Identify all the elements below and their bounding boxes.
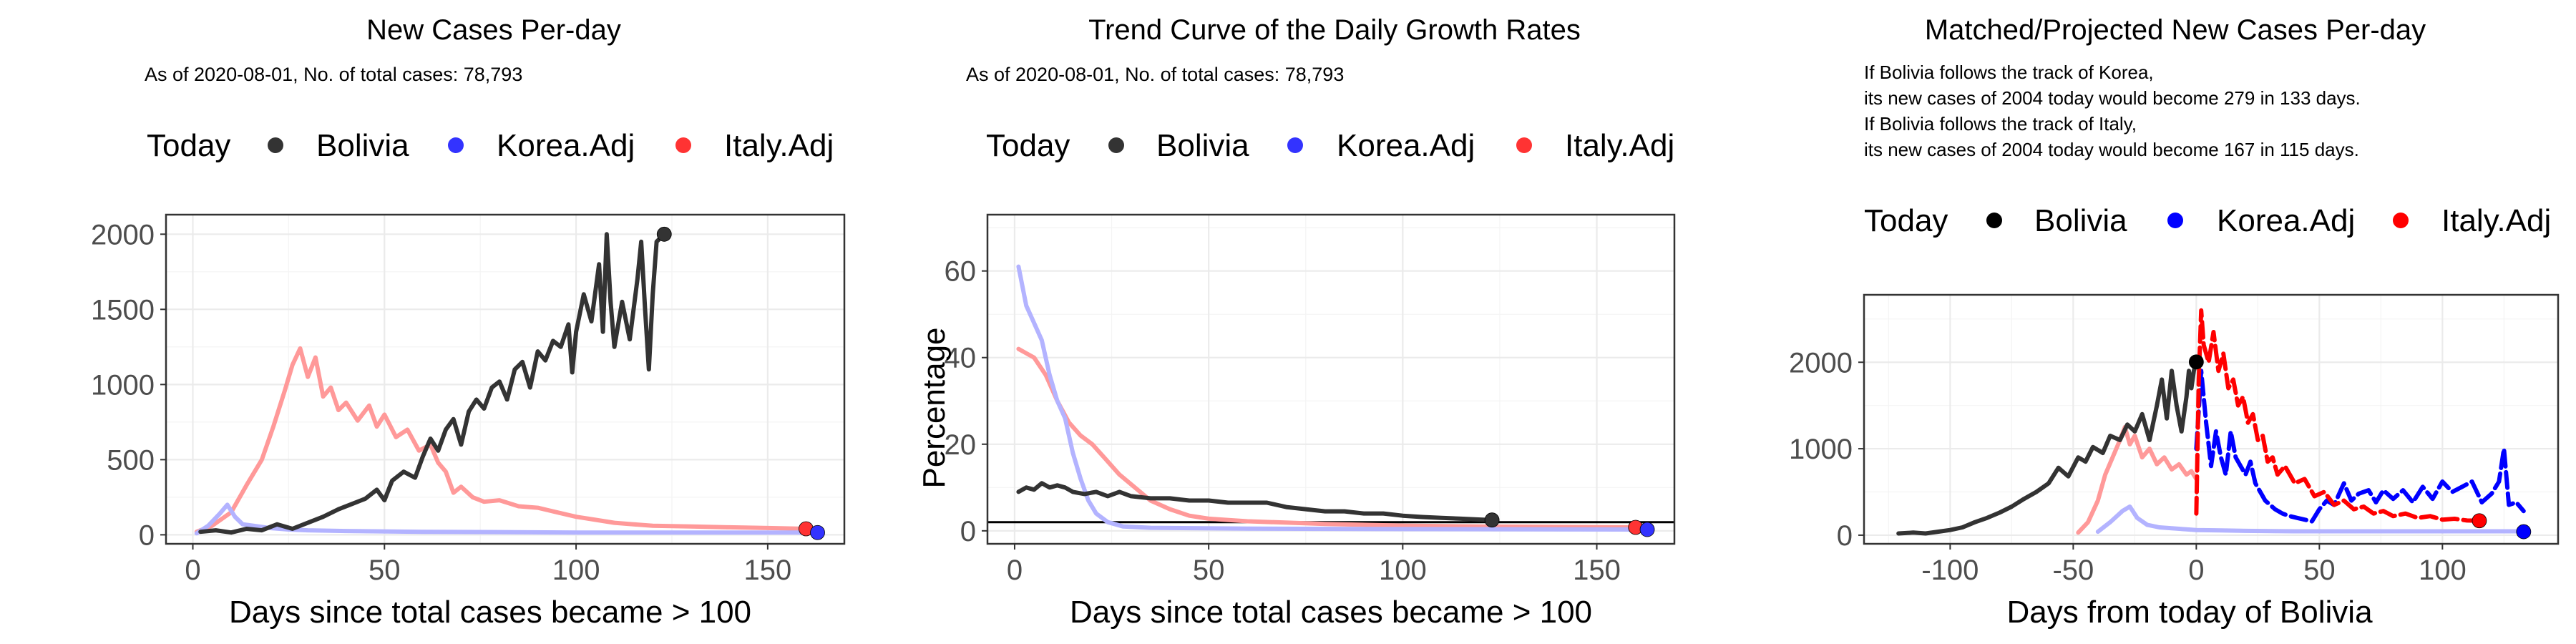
y-tick-label: 0 [139, 519, 155, 551]
y-tick-label: 20 [945, 429, 977, 461]
legend-label-italy: Italy.Adj [2441, 203, 2551, 238]
x-tick-label: 50 [2303, 555, 2336, 586]
legend-key-italy [1516, 137, 1532, 153]
legend-key-bolivia [1986, 213, 2002, 228]
legend-label-bolivia: Bolivia [1156, 128, 1249, 163]
x-tick-label: 50 [369, 555, 401, 586]
series-line-italy-adj-matched [2076, 424, 2199, 535]
series-line-italy-adj [2194, 308, 2482, 523]
x-tick-label: 50 [1193, 555, 1225, 586]
projection-note: If Bolivia follows the track of Korea, [1864, 62, 2154, 83]
today-point-italy-adj [2472, 513, 2487, 529]
series-line-bolivia [1016, 481, 1495, 522]
x-axis-title: Days since total cases became > 100 [229, 595, 751, 630]
x-tick-label: 150 [744, 555, 792, 586]
legend-label-korea: Korea.Adj [1337, 128, 1475, 163]
panel-title: Matched/Projected New Cases Per-day [1925, 14, 2426, 46]
legend-key-italy [675, 137, 691, 153]
projection-notes: If Bolivia follows the track of Korea, i… [1864, 62, 2361, 160]
panel-title: New Cases Per-day [366, 14, 621, 46]
legend-label-italy: Italy.Adj [1565, 128, 1674, 163]
panel-new-cases: New Cases Per-day As of 2020-08-01, No. … [91, 14, 846, 630]
x-tick-label: -50 [2052, 555, 2094, 586]
today-point-korea-adj [1639, 522, 1655, 537]
legend-label-korea: Korea.Adj [2217, 203, 2355, 238]
series-group [987, 264, 1674, 532]
series-group [194, 232, 820, 536]
legend-key-korea [448, 137, 464, 153]
today-point-korea-adj [2516, 524, 2532, 540]
panel-title: Trend Curve of the Daily Growth Rates [1088, 14, 1581, 46]
x-axis-title: Days from today of Bolivia [2006, 595, 2373, 630]
legend-key-italy [2393, 213, 2409, 228]
legend: Today Bolivia Korea.Adj Italy.Adj [1864, 203, 2551, 238]
series-line-korea-adj [1016, 264, 1649, 532]
panel-projected: Matched/Projected New Cases Per-day If B… [1789, 14, 2560, 630]
x-tick-label: 0 [185, 555, 200, 586]
x-axis-title: Days since total cases became > 100 [1070, 595, 1592, 630]
series-line-italy-adj [194, 346, 809, 535]
legend-title: Today [986, 128, 1070, 163]
series-line-italy-adj [1016, 346, 1638, 530]
legend: Today Bolivia Korea.Adj Italy.Adj [986, 128, 1674, 163]
panel-border [165, 213, 846, 545]
projection-note: If Bolivia follows the track of Italy, [1864, 113, 2137, 135]
y-tick-label: 2000 [1789, 347, 1853, 379]
projection-note: its new cases of 2004 today would become… [1864, 139, 2359, 160]
y-tick-label: 500 [107, 444, 155, 476]
series-line-bolivia [1896, 360, 2199, 536]
series-group [1896, 308, 2526, 536]
y-axis-title: Percentage [917, 327, 952, 488]
x-tick-label: 100 [2419, 555, 2467, 586]
today-point-korea-adj [810, 525, 825, 540]
legend-key-bolivia [268, 137, 283, 153]
y-tick-label: 0 [960, 516, 976, 547]
y-tick-label: 1500 [91, 294, 155, 326]
legend-title: Today [147, 128, 230, 163]
panel-subtitle: As of 2020-08-01, No. of total cases: 78… [966, 64, 1344, 85]
panel-border [986, 213, 1676, 545]
y-tick-label: 1000 [1789, 434, 1853, 465]
today-point-bolivia [2188, 354, 2204, 370]
legend-key-korea [2167, 213, 2183, 228]
x-tick-label: 100 [1379, 555, 1427, 586]
series-line-korea-adj [2194, 369, 2526, 524]
legend-label-bolivia: Bolivia [316, 128, 409, 163]
x-tick-label: 100 [552, 555, 600, 586]
projection-note: its new cases of 2004 today would become… [1864, 87, 2361, 109]
legend-label-korea: Korea.Adj [497, 128, 635, 163]
y-tick-label: 0 [1837, 520, 1853, 552]
panel-border [1863, 293, 2560, 545]
y-tick-label: 1000 [91, 369, 155, 401]
legend-label-italy: Italy.Adj [724, 128, 834, 163]
legend-key-korea [1287, 137, 1303, 153]
today-point-bolivia [1484, 512, 1500, 528]
plot-area: 0 50 100 150 0 20 40 60 [945, 213, 1676, 586]
legend-label-bolivia: Bolivia [2034, 203, 2127, 238]
x-tick-label: 150 [1573, 555, 1621, 586]
series-line-korea-adj-matched [2095, 504, 2526, 535]
panel-subtitle: As of 2020-08-01, No. of total cases: 78… [145, 64, 522, 85]
legend: Today Bolivia Korea.Adj Italy.Adj [147, 128, 834, 163]
y-tick-label: 60 [945, 256, 977, 288]
legend-title: Today [1864, 203, 1948, 238]
legend-key-bolivia [1108, 137, 1124, 153]
y-tick-label: 40 [945, 343, 977, 374]
x-tick-label: 0 [1007, 555, 1023, 586]
series-line-bolivia [198, 232, 667, 535]
x-tick-label: -100 [1921, 555, 1979, 586]
y-tick-label: 2000 [91, 219, 155, 250]
today-point-bolivia [656, 226, 672, 242]
x-tick-label: 0 [2188, 555, 2204, 586]
panel-growth-rates: Trend Curve of the Daily Growth Rates As… [917, 14, 1676, 630]
